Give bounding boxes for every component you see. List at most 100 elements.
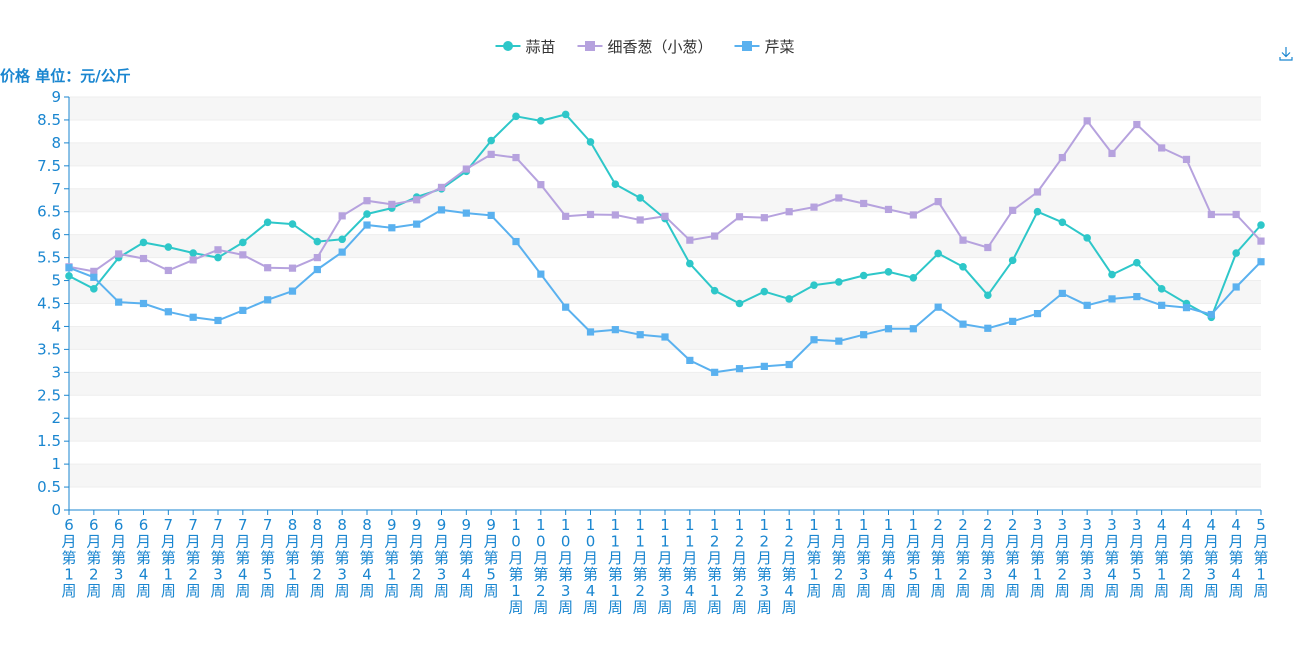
data-point[interactable] [512, 237, 520, 246]
data-point[interactable] [512, 112, 520, 121]
data-point[interactable] [661, 333, 669, 341]
data-point[interactable] [139, 254, 148, 263]
data-point[interactable] [313, 237, 322, 246]
data-point[interactable] [164, 266, 172, 275]
data-point[interactable] [636, 194, 644, 202]
data-point[interactable] [338, 248, 346, 256]
data-point[interactable] [1108, 270, 1116, 279]
download-icon[interactable] [1279, 47, 1293, 61]
data-point[interactable] [636, 331, 644, 339]
data-point[interactable] [1033, 188, 1042, 196]
data-point[interactable] [288, 264, 297, 272]
data-point[interactable] [65, 272, 73, 280]
data-point[interactable] [1133, 258, 1141, 267]
data-point[interactable] [388, 200, 396, 208]
data-point[interactable] [437, 183, 446, 192]
data-point[interactable] [586, 328, 595, 336]
data-point[interactable] [984, 243, 992, 252]
data-point[interactable] [686, 356, 694, 365]
data-point[interactable] [437, 206, 446, 214]
data-point[interactable] [189, 256, 197, 264]
legend-item-3[interactable]: 芹菜 [734, 38, 795, 56]
data-point[interactable] [487, 150, 495, 158]
data-point[interactable] [288, 287, 297, 295]
data-point[interactable] [785, 295, 793, 303]
data-point[interactable] [562, 303, 570, 311]
data-point[interactable] [835, 278, 843, 286]
legend-item-1[interactable]: 蒜苗 [495, 38, 556, 56]
data-point[interactable] [561, 110, 570, 119]
data-point[interactable] [1157, 285, 1166, 293]
data-point[interactable] [1083, 301, 1091, 309]
data-point[interactable] [189, 249, 197, 257]
data-point[interactable] [735, 213, 744, 221]
data-point[interactable] [1232, 249, 1240, 257]
data-point[interactable] [164, 308, 172, 316]
data-point[interactable] [90, 273, 98, 281]
data-point[interactable] [661, 212, 669, 220]
data-point[interactable] [710, 286, 719, 295]
data-point[interactable] [90, 285, 98, 293]
data-point[interactable] [760, 214, 768, 222]
data-point[interactable] [115, 298, 123, 306]
data-point[interactable] [487, 211, 495, 219]
data-point[interactable] [264, 264, 272, 272]
data-point[interactable] [860, 199, 868, 208]
data-point[interactable] [1207, 310, 1215, 319]
data-point[interactable] [214, 246, 222, 254]
data-point[interactable] [537, 181, 545, 189]
data-point[interactable] [835, 194, 843, 202]
data-point[interactable] [760, 287, 769, 296]
data-point[interactable] [288, 220, 297, 228]
data-point[interactable] [785, 208, 793, 216]
data-point[interactable] [363, 197, 371, 205]
data-point[interactable] [1257, 237, 1265, 245]
data-point[interactable] [1182, 155, 1191, 164]
data-point[interactable] [1033, 309, 1042, 318]
data-point[interactable] [785, 360, 793, 369]
data-point[interactable] [363, 221, 371, 229]
data-point[interactable] [884, 268, 893, 276]
data-point[interactable] [239, 251, 247, 259]
data-point[interactable] [711, 232, 719, 240]
data-point[interactable] [909, 274, 918, 282]
data-point[interactable] [760, 362, 768, 370]
data-point[interactable] [1207, 210, 1215, 219]
data-point[interactable] [65, 264, 73, 272]
data-point[interactable] [959, 262, 967, 271]
data-point[interactable] [214, 253, 222, 262]
data-point[interactable] [1182, 304, 1191, 312]
data-point[interactable] [636, 216, 644, 224]
data-point[interactable] [214, 316, 222, 325]
data-point[interactable] [611, 180, 620, 188]
data-point[interactable] [611, 211, 619, 219]
data-point[interactable] [164, 243, 173, 251]
data-point[interactable] [959, 236, 967, 244]
data-point[interactable] [586, 138, 595, 146]
data-point[interactable] [537, 117, 545, 125]
data-point[interactable] [338, 212, 346, 220]
data-point[interactable] [909, 211, 917, 219]
data-point[interactable] [1108, 149, 1116, 158]
data-point[interactable] [909, 325, 917, 333]
data-point[interactable] [711, 368, 719, 376]
data-point[interactable] [934, 249, 942, 258]
data-point[interactable] [859, 271, 868, 280]
data-point[interactable] [462, 209, 470, 217]
data-point[interactable] [263, 218, 272, 227]
data-point[interactable] [1133, 293, 1141, 301]
data-point[interactable] [884, 325, 893, 333]
data-point[interactable] [884, 205, 893, 214]
data-point[interactable] [1158, 144, 1166, 152]
data-point[interactable] [239, 238, 247, 247]
data-point[interactable] [959, 320, 967, 328]
data-point[interactable] [413, 220, 421, 228]
data-point[interactable] [313, 265, 321, 274]
data-point[interactable] [537, 270, 545, 278]
data-point[interactable] [90, 267, 98, 275]
data-point[interactable] [413, 196, 421, 204]
legend[interactable]: 蒜苗 细香葱（小葱） 芹菜 [495, 38, 795, 56]
data-point[interactable] [1083, 234, 1091, 242]
data-point[interactable] [735, 365, 744, 373]
data-point[interactable] [313, 254, 321, 262]
